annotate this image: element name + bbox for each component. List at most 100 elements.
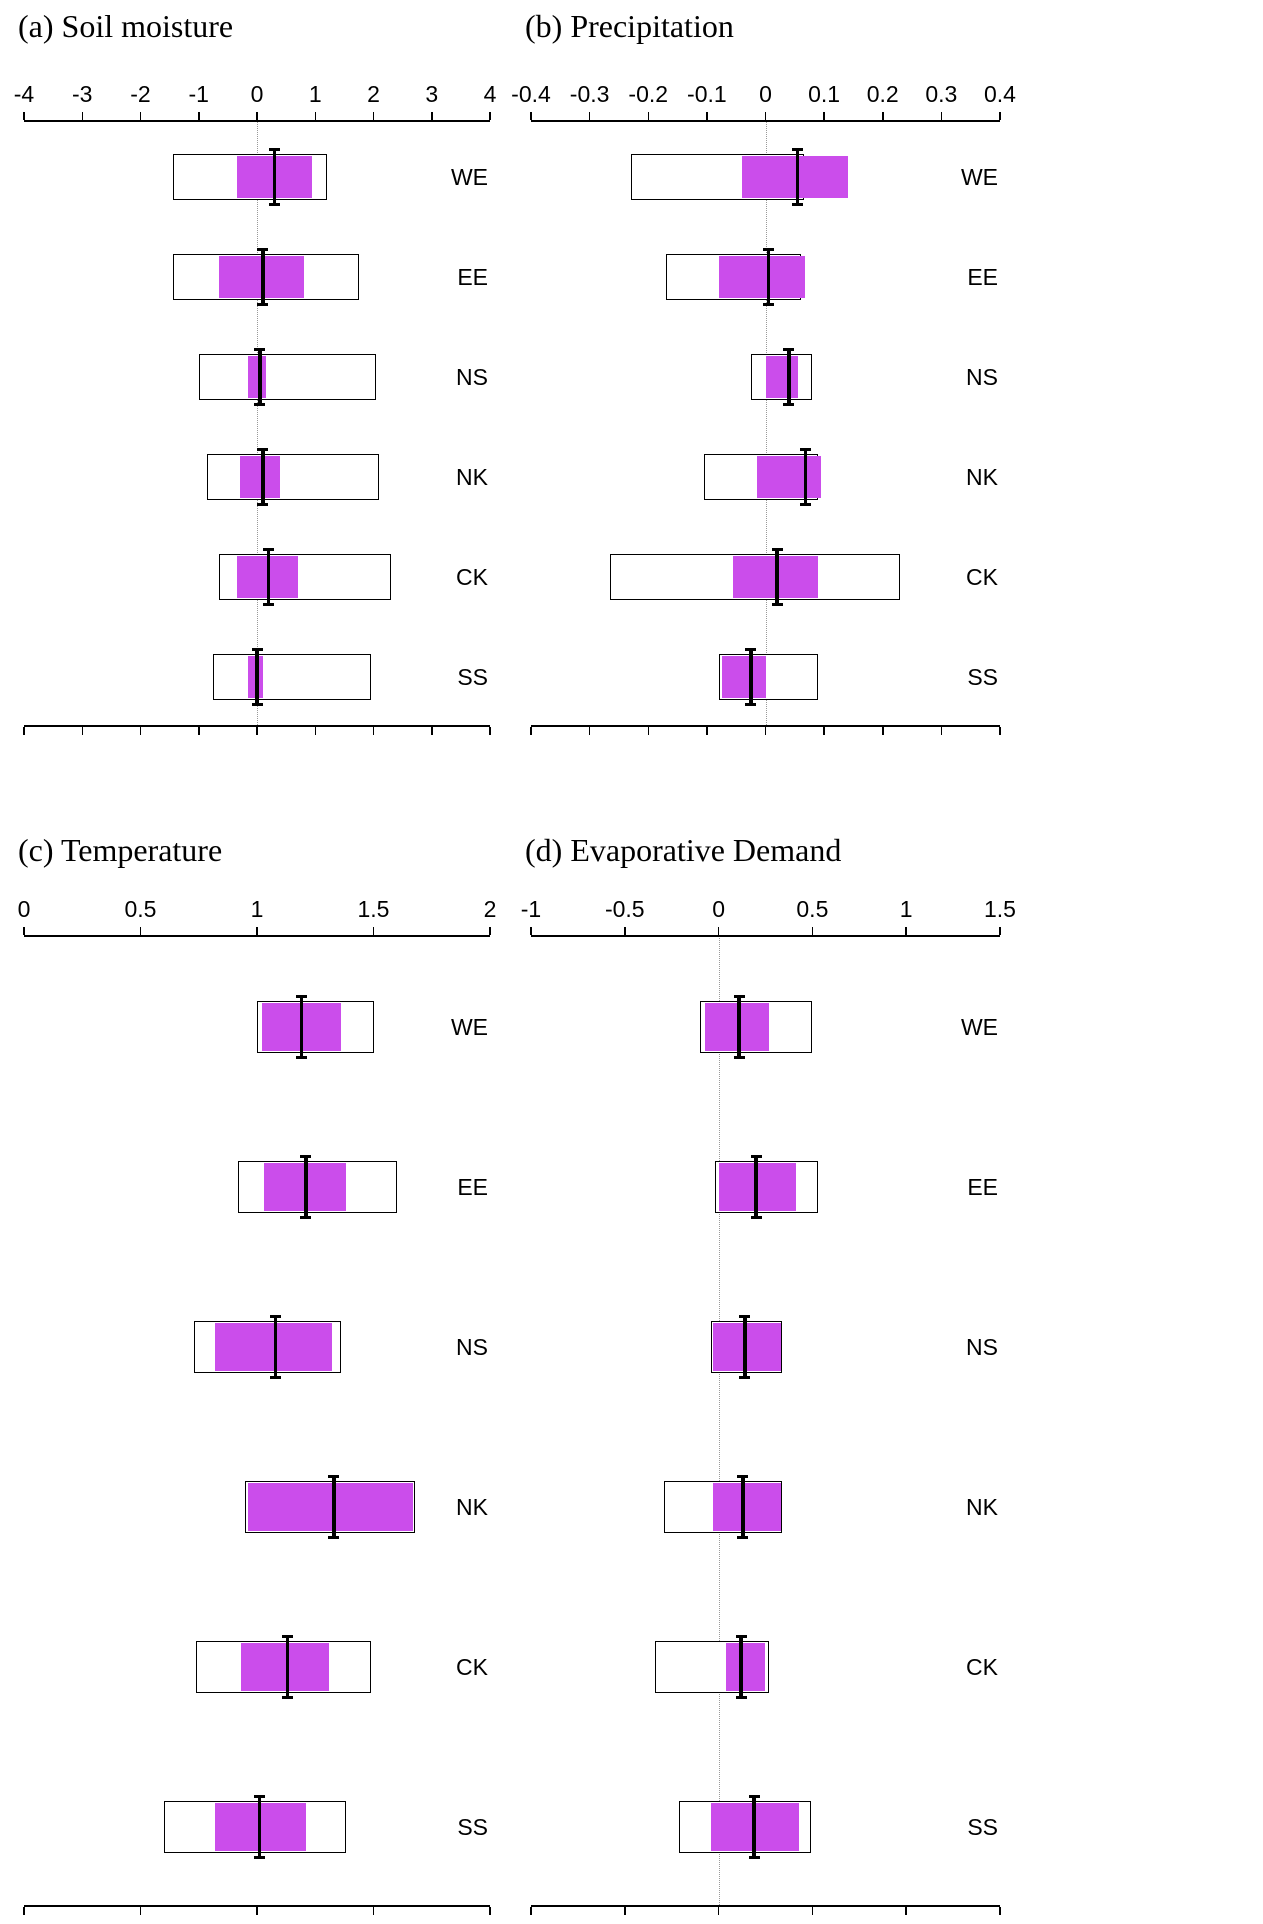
inner-range-box xyxy=(215,1323,332,1371)
row-label: NK xyxy=(456,464,488,490)
median-marker-line xyxy=(257,1796,262,1858)
median-marker-top-cap xyxy=(300,1155,312,1158)
median-marker-top-cap xyxy=(748,1795,760,1798)
panel-c-title: (c) Temperature xyxy=(18,832,223,868)
axis-tick-label: 0.1 xyxy=(808,81,841,107)
top-axis-line xyxy=(24,935,490,937)
median-marker-top-cap xyxy=(739,1315,751,1318)
top-axis-tick xyxy=(764,112,767,120)
median-marker-line xyxy=(787,349,791,405)
axis-tick-label: 2 xyxy=(367,81,380,107)
top-axis-line xyxy=(531,935,1000,937)
axis-tick-label: -0.2 xyxy=(628,81,669,107)
row-label: CK xyxy=(966,1654,998,1680)
top-axis-tick xyxy=(314,112,316,120)
axis-tick-label: 0.2 xyxy=(866,81,899,107)
median-marker-line xyxy=(261,449,265,505)
bottom-axis-tick xyxy=(940,726,943,735)
median-marker-top-cap xyxy=(762,248,774,251)
top-axis-tick xyxy=(823,112,825,120)
median-marker-bottom-cap xyxy=(748,1856,760,1859)
median-marker-line xyxy=(258,349,262,405)
axis-tick-label: -2 xyxy=(130,81,151,107)
bottom-axis-tick xyxy=(198,726,200,735)
bottom-axis-tick xyxy=(717,1906,720,1915)
median-marker-top-cap xyxy=(263,548,275,551)
axis-tick-label: 4 xyxy=(483,81,497,107)
row-label: WE xyxy=(450,1014,488,1040)
top-axis-tick xyxy=(940,112,943,120)
axis-tick-label: 1 xyxy=(308,81,322,107)
top-axis-tick xyxy=(882,112,884,120)
outer-range-box xyxy=(207,454,380,500)
median-marker-top-cap xyxy=(328,1475,340,1478)
row-label: EE xyxy=(967,264,998,290)
zero-reference-line xyxy=(718,935,720,1905)
median-marker-line xyxy=(743,1316,747,1378)
inner-range-box xyxy=(248,356,266,398)
top-axis-tick xyxy=(431,112,433,120)
median-marker-top-cap xyxy=(735,1635,747,1638)
bottom-axis-tick xyxy=(256,726,258,735)
row-label: SS xyxy=(967,664,998,690)
median-marker-top-cap xyxy=(792,148,804,151)
top-axis-tick xyxy=(530,927,532,935)
row-label: NS xyxy=(456,364,488,390)
axis-tick-label: 3 xyxy=(425,81,439,107)
row-label: NS xyxy=(966,1334,998,1360)
row-label: SS xyxy=(967,1814,998,1840)
top-axis-tick xyxy=(588,112,591,120)
top-axis-tick xyxy=(139,112,142,120)
inner-range-box xyxy=(712,1323,781,1371)
median-marker-top-cap xyxy=(745,648,757,651)
axis-tick-label: 0.4 xyxy=(984,81,1016,107)
top-axis-line xyxy=(24,120,490,122)
panel-b-title: (b) Precipitation xyxy=(525,8,734,44)
median-marker-bottom-cap xyxy=(257,303,269,306)
bottom-axis-line xyxy=(531,725,1000,727)
panel-d-title: (d) Evaporative Demand xyxy=(525,832,842,868)
median-marker-top-cap xyxy=(799,448,811,451)
bottom-axis-tick xyxy=(23,1906,25,1915)
median-marker-line xyxy=(775,549,779,605)
median-marker-top-cap xyxy=(268,148,280,151)
median-marker-bottom-cap xyxy=(735,1696,747,1699)
inner-range-box xyxy=(247,1483,414,1531)
bottom-axis-line xyxy=(24,1905,490,1907)
median-marker-top-cap xyxy=(771,548,783,551)
top-axis-tick xyxy=(256,112,258,120)
median-marker-line xyxy=(766,249,771,305)
median-marker-bottom-cap xyxy=(739,1376,751,1379)
inner-range-box xyxy=(756,456,822,498)
axis-tick-label: -1 xyxy=(520,896,542,922)
bottom-axis-tick xyxy=(811,1906,814,1915)
bottom-axis-tick xyxy=(905,1906,907,1915)
top-axis-tick xyxy=(530,112,532,120)
bottom-axis-tick xyxy=(139,726,142,735)
axis-tick-label: 0 xyxy=(250,81,264,107)
axis-tick-label: 0.5 xyxy=(796,896,829,922)
axis-tick-label: 0.5 xyxy=(124,896,157,922)
median-marker-bottom-cap xyxy=(792,203,804,206)
median-marker-bottom-cap xyxy=(799,503,811,506)
bottom-axis-tick xyxy=(706,726,708,735)
bottom-axis-tick xyxy=(882,726,884,735)
top-axis-tick xyxy=(706,112,708,120)
bottom-axis-tick xyxy=(139,1906,142,1915)
axis-tick-label: 1.5 xyxy=(357,896,390,922)
top-axis-tick xyxy=(256,927,258,935)
median-marker-top-cap xyxy=(783,348,795,351)
median-marker-line xyxy=(255,649,259,705)
inner-range-box xyxy=(765,356,798,398)
inner-range-box xyxy=(721,656,766,698)
row-label: SS xyxy=(457,1814,488,1840)
inner-range-box xyxy=(718,256,805,298)
median-marker-bottom-cap xyxy=(783,403,795,406)
median-marker-top-cap xyxy=(737,1475,749,1478)
median-marker-line xyxy=(332,1476,336,1538)
median-marker-line xyxy=(273,1316,278,1378)
row-label: NK xyxy=(966,1494,998,1520)
inner-range-box xyxy=(712,1483,781,1531)
top-axis-tick xyxy=(905,927,907,935)
